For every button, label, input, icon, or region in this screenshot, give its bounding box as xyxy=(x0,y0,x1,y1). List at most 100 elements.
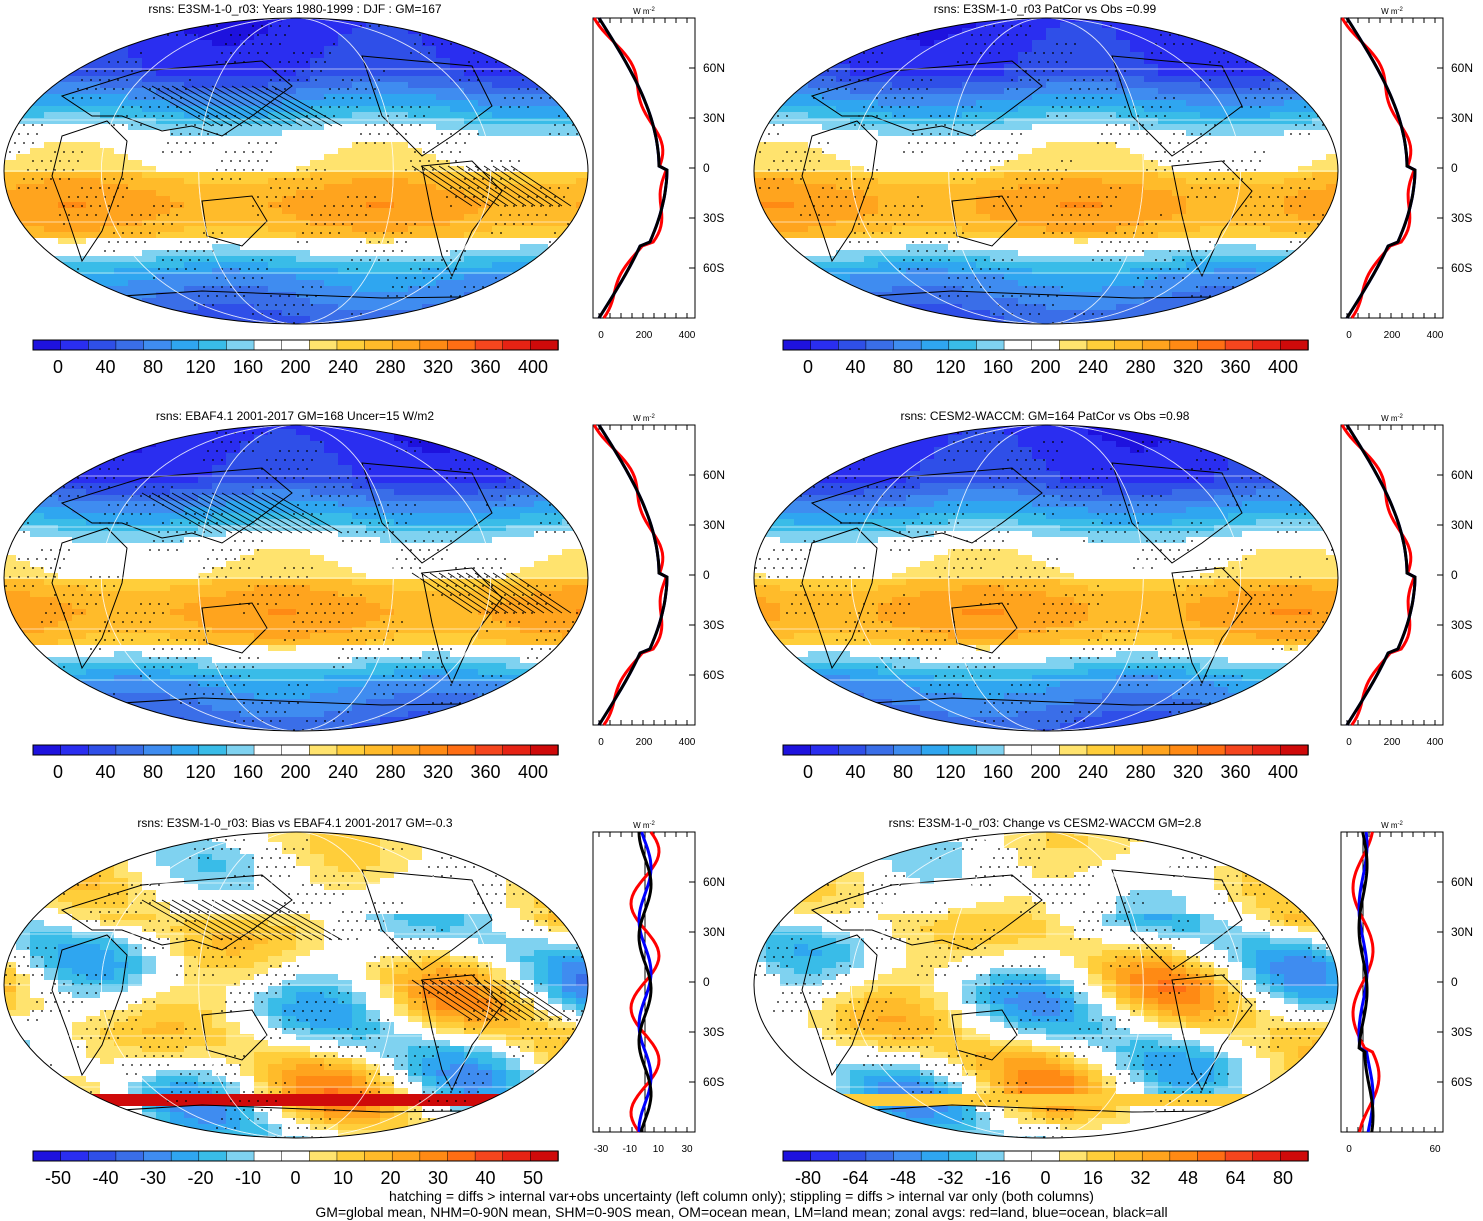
colorbar-label: 40 xyxy=(845,357,865,377)
colorbar-label: 0 xyxy=(803,762,813,782)
colorbar-label: 40 xyxy=(95,357,115,377)
colorbar-swatch xyxy=(1086,339,1116,351)
zonal-curve xyxy=(629,831,661,1133)
zonal-frame xyxy=(1340,17,1444,319)
colorbar-swatch xyxy=(838,744,867,756)
colorbar-swatch xyxy=(336,1150,366,1162)
colorbar-swatch xyxy=(1141,339,1171,351)
colorbar-label: 32 xyxy=(1130,1168,1150,1188)
zonal-frame xyxy=(592,17,696,319)
colorbar-label: 280 xyxy=(375,762,405,782)
zonal-lat-label: 0 xyxy=(1451,975,1458,989)
zonal-lat-label: 0 xyxy=(703,568,710,582)
colorbar-label: 10 xyxy=(333,1168,353,1188)
colorbar-swatch xyxy=(198,1150,228,1162)
colorbar-swatch xyxy=(336,744,366,756)
colorbar-swatch xyxy=(1114,1150,1143,1162)
zonal-plot-2: W m-2 60N 30N 0 30S 60S 0 200 400 xyxy=(1340,7,1473,341)
zonal-lat-label: 0 xyxy=(1451,161,1458,175)
colorbar-swatch xyxy=(1252,1150,1282,1162)
colorbar-swatch xyxy=(865,339,895,351)
map-panel-4 xyxy=(753,424,1339,732)
zonal-x-tick: 200 xyxy=(636,330,653,341)
colorbar-label: 320 xyxy=(1173,357,1203,377)
colorbar-label: 200 xyxy=(1030,357,1060,377)
colorbar-swatch xyxy=(1114,339,1143,351)
graticule xyxy=(4,832,588,1138)
colorbar-swatch xyxy=(253,1150,283,1162)
panel-title-2: rsns: E3SM-1-0_r03 PatCor vs Obs =0.99 xyxy=(933,2,1157,16)
colorbar-label: 400 xyxy=(1268,357,1298,377)
colorbar-swatch xyxy=(1003,744,1033,756)
colorbar-swatch xyxy=(948,744,978,756)
colorbar-swatch xyxy=(115,744,145,756)
colorbar-label: 400 xyxy=(518,762,548,782)
colorbar-label: 360 xyxy=(1220,357,1250,377)
zonal-x-tick: 200 xyxy=(1384,330,1401,341)
colorbar-label: 320 xyxy=(1173,762,1203,782)
zonal-curve xyxy=(597,17,669,319)
colorbar-swatch xyxy=(502,339,532,351)
zonal-curve xyxy=(597,17,669,319)
colorbar-swatch xyxy=(1031,1150,1061,1162)
zonal-frame xyxy=(592,424,696,726)
colorbar-label: 64 xyxy=(1225,1168,1245,1188)
colorbar-swatch xyxy=(1224,1150,1254,1162)
panel-title-3: rsns: EBAF4.1 2001-2017 GM=168 Uncer=15 … xyxy=(155,409,435,423)
zonal-x-tick: 200 xyxy=(1384,737,1401,748)
zonal-x-tick: -30 xyxy=(594,1144,609,1155)
colorbar-swatch xyxy=(530,339,559,351)
colorbar-label: 280 xyxy=(1125,762,1155,782)
colorbar-swatch xyxy=(948,339,978,351)
map-panel-3 xyxy=(3,424,589,732)
colorbar-swatch xyxy=(1197,1150,1226,1162)
zonal-lat-label: 60N xyxy=(703,875,725,889)
colorbar-swatch xyxy=(253,339,283,351)
colorbar-swatch xyxy=(530,1150,559,1162)
colorbar-swatch xyxy=(198,744,228,756)
zonal-curve xyxy=(1345,17,1417,319)
graticule xyxy=(4,18,588,324)
colorbar-label: 120 xyxy=(185,357,215,377)
colorbar-swatch xyxy=(281,339,311,351)
colorbar-label: 200 xyxy=(280,357,310,377)
colorbar-swatch xyxy=(782,339,812,351)
colorbar-swatch xyxy=(1086,744,1116,756)
zonal-plot-4: W m-2 60N 30N 0 30S 60S 0 200 400 xyxy=(1340,414,1473,748)
colorbar-swatch xyxy=(1197,744,1226,756)
map-panel-6 xyxy=(753,831,1339,1139)
colorbar-swatch xyxy=(281,744,311,756)
colorbar-swatch xyxy=(60,744,90,756)
graticule xyxy=(754,425,1338,731)
colorbar-swatch xyxy=(810,1150,840,1162)
colorbar-swatch xyxy=(309,1150,338,1162)
colorbar-label: 280 xyxy=(375,357,405,377)
colorbar-swatch xyxy=(1059,744,1088,756)
zonal-plot-5: W m-2 60N 30N 0 30S 60S -30 -10 10 30 xyxy=(592,821,725,1155)
zonal-x-tick: 400 xyxy=(679,330,696,341)
zonal-lat-label: 60S xyxy=(703,261,724,275)
colorbar-label: 160 xyxy=(983,762,1013,782)
zonal-lat-label: 60S xyxy=(703,668,724,682)
zonal-lat-label: 30S xyxy=(1451,1025,1472,1039)
colorbar-swatch xyxy=(309,339,338,351)
colorbar-label: 160 xyxy=(983,357,1013,377)
zonal-unit: W m-2 xyxy=(633,7,655,16)
colorbar-swatch xyxy=(226,1150,255,1162)
colorbar-swatch xyxy=(60,1150,90,1162)
zonal-unit: W m-2 xyxy=(633,821,655,830)
colorbar-label: 360 xyxy=(1220,762,1250,782)
colorbar-swatch xyxy=(1252,339,1282,351)
colorbar-label: 240 xyxy=(1078,762,1108,782)
colorbar-1: 0 40 80 120 160 200 240 280 320 360 400 xyxy=(32,339,559,377)
colorbar-swatch xyxy=(143,744,172,756)
zonal-curve xyxy=(637,831,653,1133)
colorbar-swatch xyxy=(782,744,812,756)
zonal-curve xyxy=(1345,424,1417,726)
zonal-x-tick: -10 xyxy=(622,1144,637,1155)
zonal-lat-label: 0 xyxy=(703,975,710,989)
map-panel-1 xyxy=(3,17,589,325)
colorbar-label: -64 xyxy=(842,1168,868,1188)
map-panel-5 xyxy=(3,831,589,1139)
colorbar-swatch xyxy=(281,1150,311,1162)
